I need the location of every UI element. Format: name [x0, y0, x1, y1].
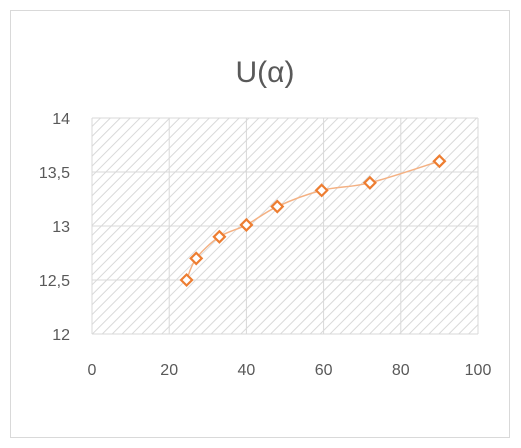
x-tick-label: 60 — [315, 362, 333, 379]
data-point — [179, 272, 194, 288]
chart-title: U(α) — [236, 56, 295, 89]
data-point — [239, 217, 254, 232]
data-point — [432, 154, 447, 169]
y-tick-label: 13,5 — [39, 165, 70, 182]
data-point — [362, 175, 377, 190]
x-tick-label: 80 — [392, 362, 410, 379]
y-tick-label: 14 — [52, 111, 70, 128]
y-tick-label: 13 — [52, 219, 70, 236]
data-point — [189, 251, 204, 266]
x-tick-label: 40 — [238, 362, 256, 379]
data-point — [270, 199, 285, 214]
series-markers — [179, 154, 447, 288]
y-axis-ticks: 12 12,5 13 13,5 14 — [39, 111, 70, 344]
x-axis-ticks: 0 20 40 60 80 100 — [88, 362, 492, 379]
x-tick-label: 20 — [160, 362, 178, 379]
x-tick-label: 0 — [88, 362, 97, 379]
data-point — [212, 229, 227, 244]
data-point — [314, 183, 329, 198]
x-tick-label: 100 — [465, 362, 492, 379]
y-tick-label: 12 — [52, 327, 70, 344]
gridlines — [91, 117, 479, 335]
y-tick-label: 12,5 — [39, 273, 70, 290]
